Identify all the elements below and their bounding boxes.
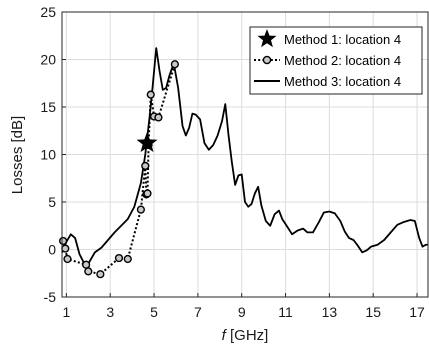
x-tick-label: 9 (238, 304, 246, 320)
y-tick-label: 15 (40, 99, 56, 115)
plot-frame (61, 11, 429, 298)
series-method-2-point (170, 60, 179, 69)
legend: Method 1: location 4 Method 2: location … (249, 26, 423, 95)
x-tick-label: 13 (322, 304, 338, 320)
legend-entry-method-1: Method 1: location 4 (257, 29, 401, 48)
x-tick-label: 1 (62, 304, 70, 320)
series-method-2-point (154, 113, 163, 122)
legend-label-method-1: Method 1: location 4 (284, 32, 401, 47)
y-tick-label: 10 (40, 147, 56, 163)
x-axis-label-unit: [GHz] (226, 327, 269, 344)
series-method-2-point (61, 244, 70, 253)
legend-star-marker (257, 29, 277, 48)
x-tick-label: 3 (106, 304, 114, 320)
series-method-3-line (61, 47, 428, 265)
legend-entry-method-2: Method 2: location 4 (254, 53, 401, 68)
series-method-2-point (141, 161, 150, 171)
x-tick-label: 15 (365, 304, 381, 320)
x-axis-label: f [GHz] (222, 327, 269, 344)
y-tick-labels: -5 0 5 10 15 20 25 (40, 4, 56, 305)
legend-label-method-3: Method 3: location 4 (284, 74, 401, 89)
series-method-2-point (146, 90, 155, 99)
series-method-1 (136, 132, 158, 152)
y-tick-label: -5 (44, 289, 57, 305)
x-tick-label: 7 (194, 304, 202, 320)
x-tick-label: 17 (409, 304, 425, 320)
series-method-2-point (82, 260, 91, 269)
x-axis-label-symbol: f (222, 327, 228, 344)
series-method-2-point (136, 205, 145, 214)
legend-box (249, 26, 423, 95)
series-method-2-point (63, 254, 72, 264)
x-tick-label: 5 (150, 304, 158, 320)
legend-marker-method-2 (262, 55, 272, 65)
series-method-2-line (62, 63, 176, 276)
x-tick-labels: 1 3 5 7 9 11 13 15 17 (62, 304, 425, 320)
series-method-2-point (143, 189, 152, 198)
series-method-2-point (96, 270, 105, 279)
y-axis-label: Losses [dB] (9, 116, 26, 194)
series-method-3 (61, 47, 428, 265)
series-method-1-star (136, 132, 158, 152)
x-tick-label: 11 (278, 304, 293, 320)
legend-entry-method-3: Method 3: location 4 (254, 74, 401, 89)
series-method-2-point (58, 236, 68, 246)
y-tick-label: 20 (40, 52, 56, 68)
y-tick-label: 25 (40, 4, 56, 20)
series-method-2-point (123, 254, 132, 264)
legend-label-method-2: Method 2: location 4 (284, 53, 401, 68)
series-method-2-point (84, 267, 93, 276)
series-method-2-point (114, 253, 124, 263)
y-tick-label: 0 (48, 242, 56, 258)
y-tick-label: 5 (48, 194, 56, 210)
